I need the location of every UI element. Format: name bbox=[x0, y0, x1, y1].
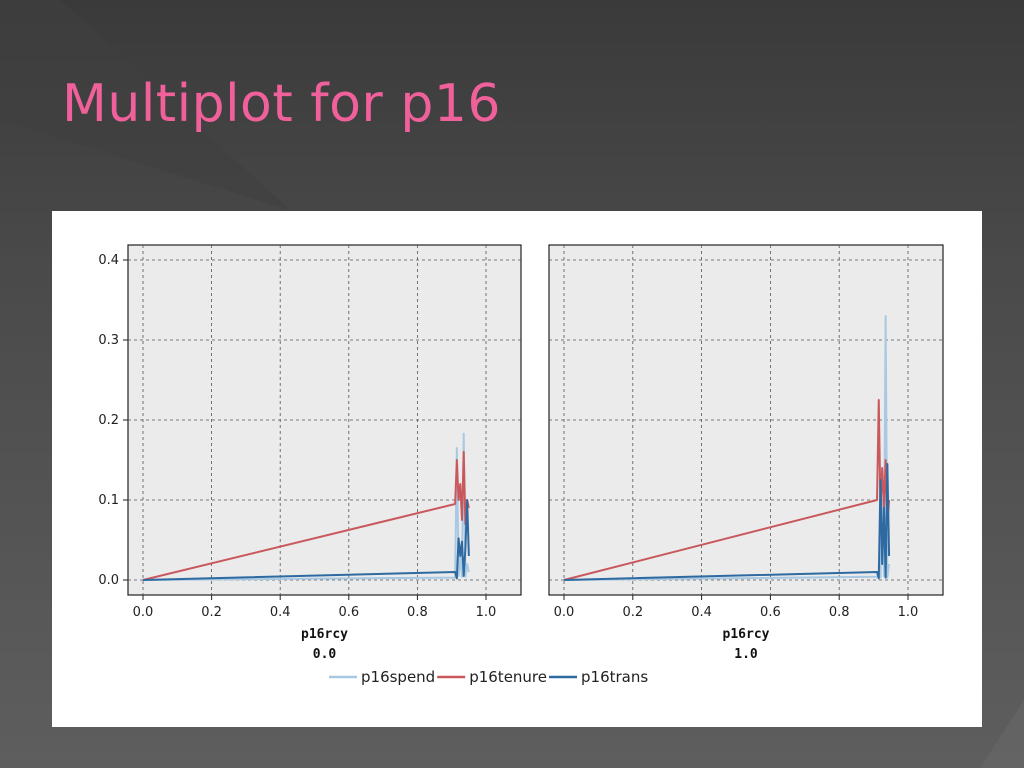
multiplot-chart: 0.0 0.2 0.4 0.6 0.8 1.0 0.0 0.1 0.2 0.3 0.4 p16rcy 0… bbox=[98, 244, 944, 686]
x-tick-label: 0.6 bbox=[760, 605, 781, 620]
x-tick-label: 0.4 bbox=[691, 605, 712, 620]
x-tick-label: 1.0 bbox=[898, 605, 919, 620]
x-tick-label: 0.0 bbox=[133, 605, 154, 620]
panel-value-label: 1.0 bbox=[734, 647, 758, 662]
panel-value-label: 0.0 bbox=[313, 647, 337, 662]
y-tick-label: 0.0 bbox=[98, 573, 119, 588]
slide-title: Multiplot for p16 bbox=[62, 74, 501, 134]
x-axis-label: p16rcy bbox=[723, 627, 770, 642]
x-tick-label: 0.0 bbox=[554, 605, 575, 620]
legend-label-p16trans: p16trans bbox=[581, 668, 648, 686]
legend-label-p16spend: p16spend bbox=[361, 668, 435, 686]
series-line-p16spend bbox=[142, 432, 470, 581]
x-tick-label: 0.8 bbox=[829, 605, 850, 620]
y-tick-label: 0.3 bbox=[98, 333, 119, 348]
x-tick-label: 0.2 bbox=[622, 605, 643, 620]
series-line-p16trans bbox=[563, 463, 891, 581]
chart-figure: 0.0 0.2 0.4 0.6 0.8 1.0 0.0 0.1 0.2 0.3 0.4 p16rcy 0… bbox=[52, 211, 982, 727]
x-tick-label: 0.2 bbox=[201, 605, 222, 620]
legend-label-p16tenure: p16tenure bbox=[469, 668, 547, 686]
x-tick-label: 0.6 bbox=[338, 605, 359, 620]
y-tick-label: 0.2 bbox=[98, 413, 119, 428]
x-axis-label: p16rcy bbox=[301, 627, 348, 642]
y-tick-label: 0.1 bbox=[98, 493, 119, 508]
series-line-p16trans bbox=[142, 499, 470, 581]
x-tick-label: 0.8 bbox=[407, 605, 428, 620]
y-tick-label: 0.4 bbox=[98, 253, 119, 268]
x-tick-label: 1.0 bbox=[476, 605, 497, 620]
x-tick-label: 0.4 bbox=[270, 605, 291, 620]
